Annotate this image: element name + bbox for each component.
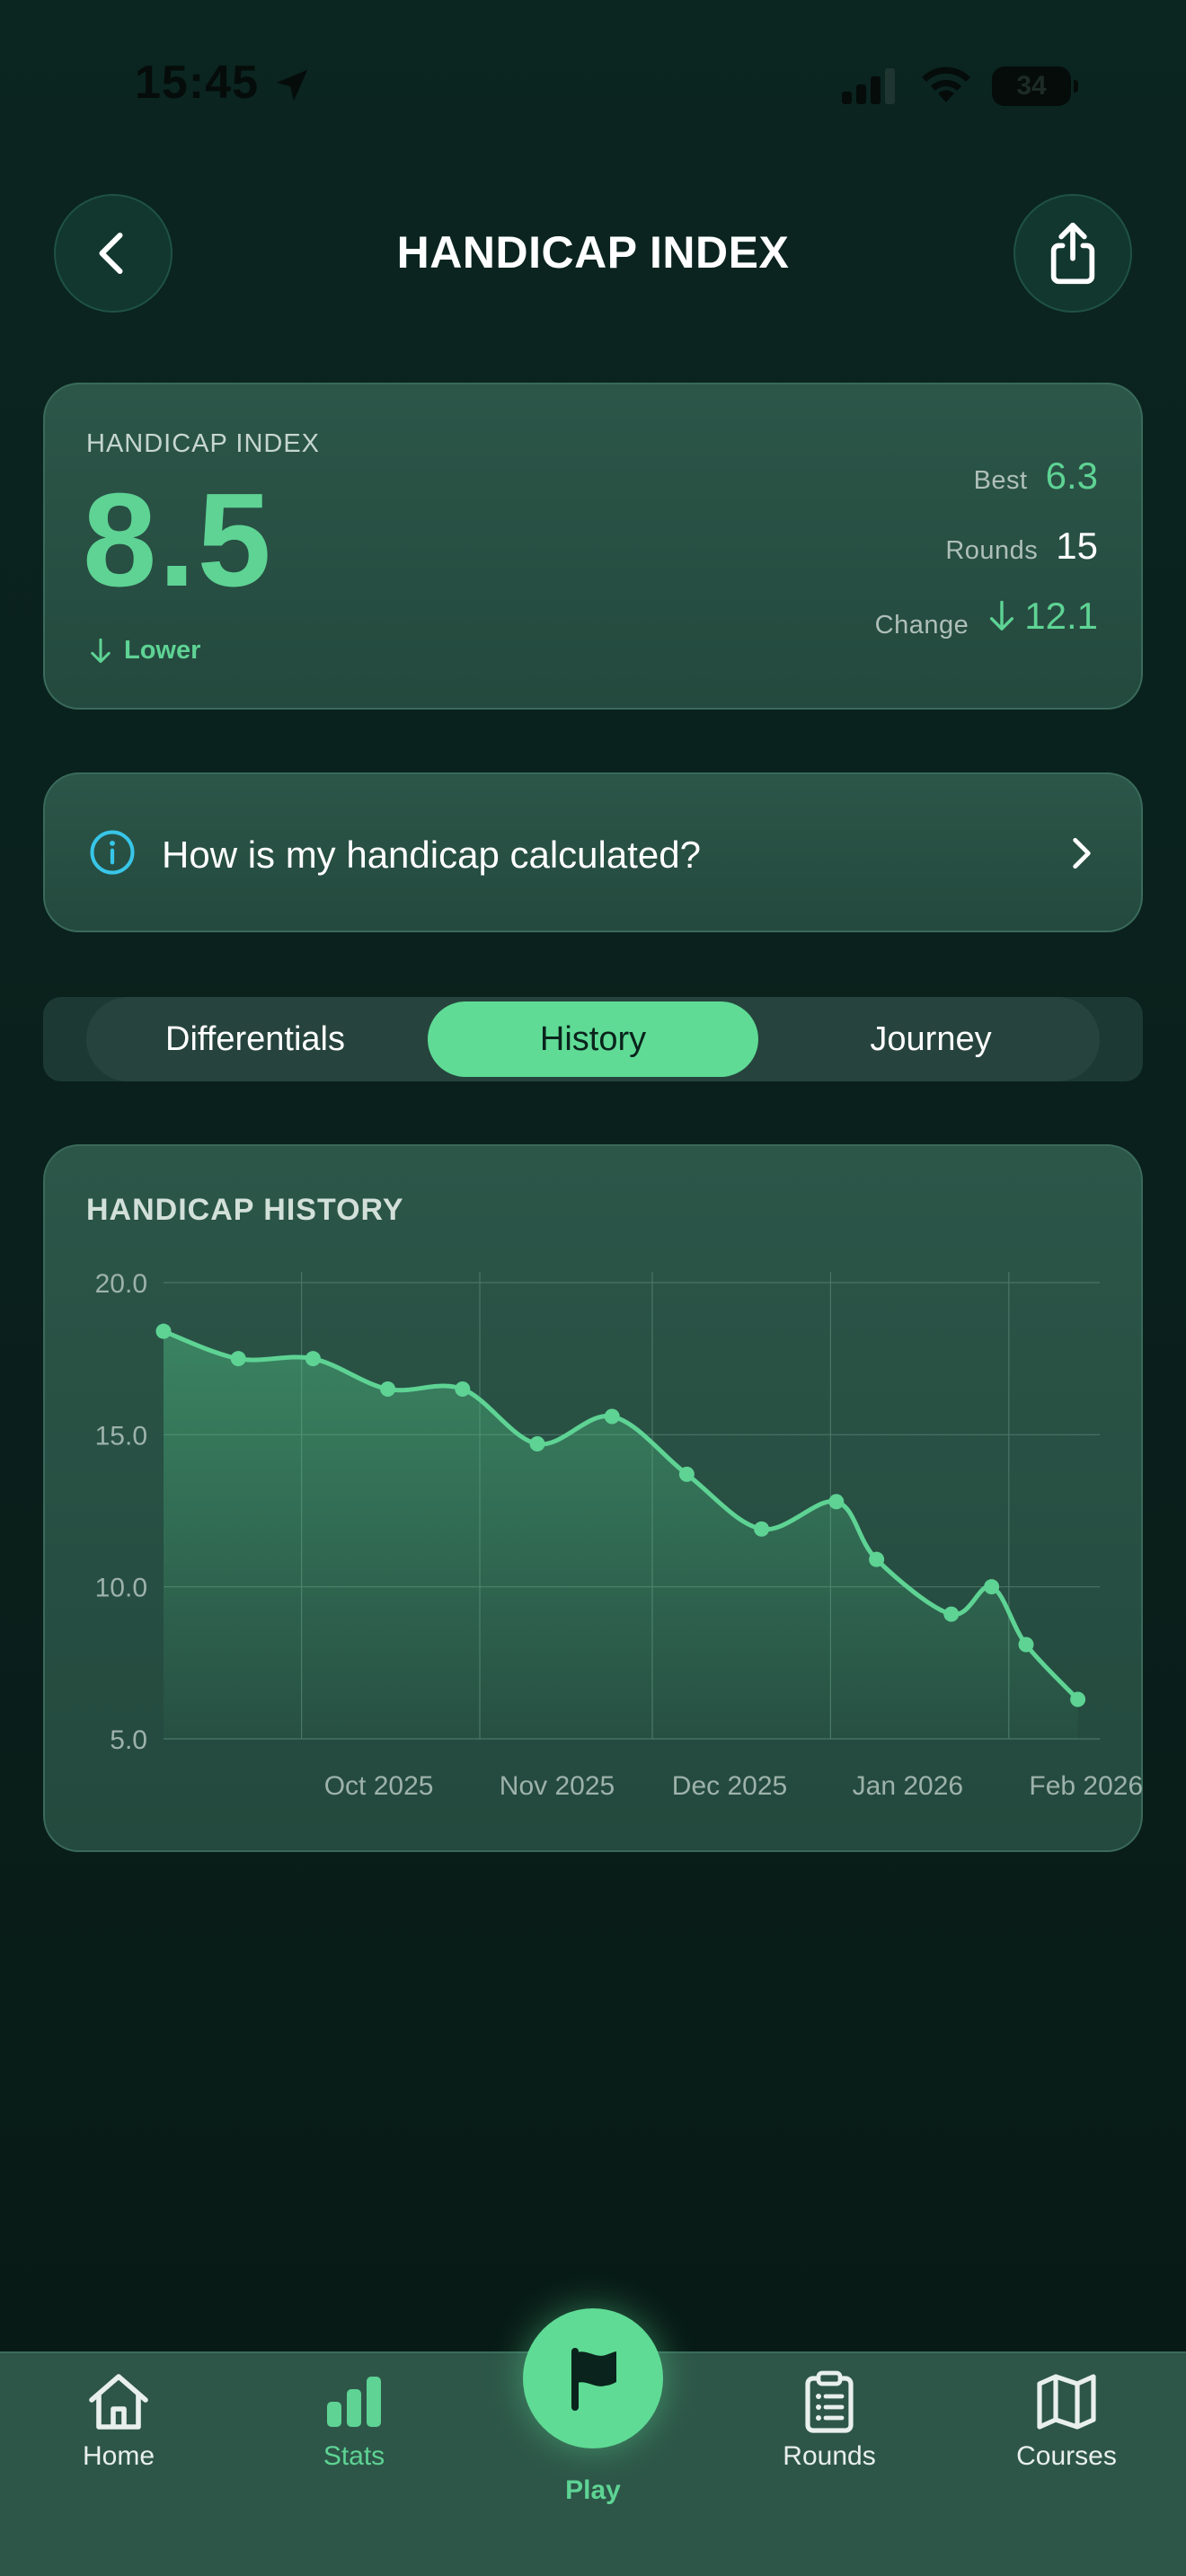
location-arrow-icon [276,69,308,101]
stats-icon [327,2377,381,2427]
battery-indicator: 34 [992,66,1078,106]
view-segmented-control: Differentials History Journey [43,997,1143,1081]
info-text: How is my handicap calculated? [162,834,701,876]
tab-differentials[interactable]: Differentials [165,1019,345,1058]
handicap-summary-card: HANDICAP INDEX 8.5 Lower Best 6.3 Rounds… [43,383,1143,710]
tab-journey[interactable]: Journey [870,1019,992,1058]
chart-data-point [984,1579,1000,1595]
clipboard-icon [805,2370,854,2433]
x-tick-label: Feb 2026 [1029,1771,1143,1801]
tab-home[interactable]: Home [33,2366,204,2472]
home-icon [89,2374,148,2430]
chart-data-point [604,1408,620,1425]
chart-data-point [230,1351,246,1367]
tab-courses[interactable]: Courses [981,2366,1152,2472]
chevron-right-icon [1073,837,1091,869]
handicap-value: 8.5 [83,466,273,614]
page-title: HANDICAP INDEX [396,227,790,278]
stat-rounds: Rounds 15 [945,525,1098,568]
chart-title: HANDICAP HISTORY [86,1193,404,1227]
chart-data-point [529,1435,545,1451]
stat-rounds-value: 15 [1056,525,1098,567]
tab-home-label: Home [82,2441,155,2471]
stat-change-value: 12.1 [1024,595,1098,637]
trend-text: Lower [124,636,201,665]
y-tick-label: 20.0 [95,1269,147,1299]
tab-rounds-label: Rounds [783,2441,876,2471]
chart-data-point [828,1494,845,1510]
x-tick-label: Oct 2025 [324,1771,434,1801]
handicap-history-card: HANDICAP HISTORY 20.0 15.0 10.0 5.0 Oct 2025… [43,1144,1143,1852]
stat-best-value: 6.3 [1045,454,1098,497]
x-tick-label: Nov 2025 [500,1771,615,1801]
trend-indicator: Lower [88,636,200,666]
chart-area-fill [164,1331,1078,1739]
back-button[interactable] [54,194,173,313]
chart-data-point [1018,1636,1034,1653]
share-button[interactable] [1013,194,1132,313]
status-bar: 15:45 34 [0,0,1186,171]
tab-stats-label: Stats [323,2441,385,2471]
cellular-signal-icon [842,68,895,104]
tab-courses-label: Courses [1016,2441,1117,2471]
chart-data-point [155,1323,172,1339]
stat-best-label: Best [973,466,1028,495]
y-tick-label: 15.0 [95,1421,147,1451]
chart-data-point [678,1466,695,1482]
battery-level: 34 [1016,71,1047,101]
x-tick-label: Dec 2025 [672,1771,787,1801]
tab-stats[interactable]: Stats [269,2366,439,2472]
stat-change: Change 12.1 [875,595,1098,640]
handicap-history-chart: 20.0 15.0 10.0 5.0 Oct 2025 Nov 2025 Dec 2025 J… [95,1269,1144,1801]
tab-rounds[interactable]: Rounds [744,2366,915,2472]
stat-change-value-group: 12.1 [987,595,1098,638]
chart-data-point [455,1381,471,1398]
wifi-icon [922,66,970,102]
chart-data-point [1070,1691,1086,1707]
play-label: Play [565,2475,621,2505]
stat-change-label: Change [874,611,969,640]
chevron-left-icon [99,233,123,274]
x-tick-label: Jan 2026 [853,1771,963,1801]
y-tick-label: 5.0 [110,1725,147,1755]
stat-best: Best 6.3 [974,454,1098,498]
handicap-label: HANDICAP INDEX [86,429,321,458]
segment-track: Differentials History Journey [86,997,1100,1081]
chart-data-point [305,1351,321,1367]
chart-data-point [869,1551,885,1567]
flag-icon [571,2348,616,2411]
chart-data-point [754,1521,770,1537]
info-icon [90,830,135,875]
handicap-info-link[interactable]: How is my handicap calculated? [43,772,1143,932]
share-icon [1050,222,1095,285]
tab-history[interactable]: History [428,1001,758,1077]
arrow-down-icon [990,600,1014,631]
y-tick-label: 10.0 [95,1574,147,1603]
play-button[interactable] [523,2308,663,2448]
arrow-down-icon [91,638,111,663]
chart-data-point [380,1381,396,1398]
chart-data-point [943,1606,960,1622]
map-icon [1037,2374,1096,2430]
stat-rounds-label: Rounds [945,536,1039,565]
status-time: 15:45 [135,57,259,109]
